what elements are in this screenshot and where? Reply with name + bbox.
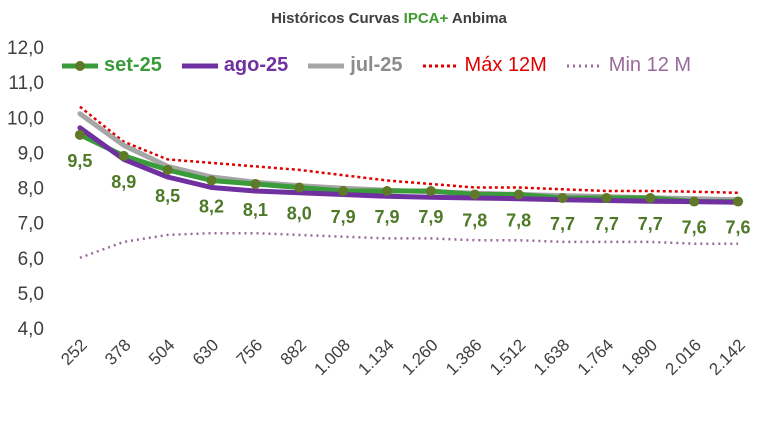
x-tick-label: 1.386 [442, 335, 486, 379]
data-label-set25: 7,7 [594, 214, 619, 234]
x-tick-label: 252 [57, 335, 90, 368]
legend-swatch-max12m [422, 64, 459, 68]
legend-item-min12m: Min 12 M [565, 54, 691, 77]
legend-item-ago25: ago-25 [180, 54, 288, 77]
data-point-set25 [513, 189, 524, 200]
data-point-set25 [469, 189, 480, 200]
legend-label-min12m: Min 12 M [608, 53, 692, 76]
data-label-set25: 7,6 [682, 218, 707, 238]
data-label-set25: 9,5 [67, 151, 92, 171]
y-tick-label: 11,0 [8, 73, 44, 94]
data-label-set25: 8,2 [199, 196, 224, 216]
x-tick-label: 882 [277, 335, 310, 368]
x-tick-label: 1.260 [398, 335, 442, 379]
legend-label-set25: set-25 [104, 53, 162, 76]
data-label-set25: 8,0 [287, 204, 312, 224]
x-tick-label: 1.134 [354, 335, 398, 379]
series-line-min12m [79, 231, 739, 259]
data-point-set25 [74, 129, 85, 140]
legend-swatch-min12m [566, 64, 603, 68]
legend-item-set25: set-25 [60, 54, 162, 77]
y-tick-label: 5,0 [18, 284, 44, 305]
x-tick-label: 2.142 [705, 335, 749, 379]
data-point-set25 [645, 193, 656, 204]
data-label-set25: 7,6 [726, 218, 751, 238]
x-tick-label: 1.890 [618, 335, 662, 379]
data-label-set25: 8,9 [111, 172, 136, 192]
legend-item-max12m: Máx 12M [421, 54, 547, 77]
x-tick-label: 1.638 [530, 335, 574, 379]
legend-label-max12m: Máx 12M [464, 53, 547, 76]
data-point-set25 [118, 150, 129, 161]
x-tick-label: 1.512 [486, 335, 530, 379]
data-point-set25 [601, 193, 612, 204]
legend-swatch-ago25 [181, 63, 218, 69]
legend-label-jul25: jul-25 [350, 53, 403, 76]
chart-legend: set-25 ago-25 jul-25 Máx 12M Min 12 M [60, 52, 709, 78]
data-point-set25 [733, 196, 744, 207]
data-point-set25 [425, 186, 436, 197]
data-point-set25 [338, 186, 349, 197]
x-tick-label: 756 [233, 335, 266, 368]
x-tick-label: 378 [101, 335, 134, 368]
data-point-set25 [206, 175, 217, 186]
data-label-set25: 7,8 [462, 211, 487, 231]
legend-item-jul25: jul-25 [306, 53, 403, 77]
legend-label-ago25: ago-25 [223, 53, 289, 76]
series-line-set25 [77, 132, 741, 205]
data-label-set25: 7,9 [331, 207, 356, 227]
chart-title: Históricos Curvas IPCA+ Anbima [271, 10, 507, 27]
data-point-set25 [689, 196, 700, 207]
x-tick-label: 2.016 [661, 335, 705, 379]
y-tick-label: 4,0 [18, 319, 44, 340]
data-point-set25 [382, 186, 393, 197]
series-line-max12m [79, 105, 739, 195]
data-label-set25: 7,7 [550, 214, 575, 234]
data-label-set25: 7,7 [638, 214, 663, 234]
data-point-set25 [294, 182, 305, 193]
data-label-set25: 7,9 [375, 207, 400, 227]
data-point-set25 [162, 164, 173, 175]
data-label-set25: 7,8 [506, 211, 531, 231]
data-label-set25: 8,5 [155, 186, 180, 206]
x-tick-label: 1.008 [310, 335, 354, 379]
data-point-set25 [250, 178, 261, 189]
x-tick-label: 630 [189, 335, 222, 368]
y-tick-label: 12,0 [7, 38, 44, 59]
y-tick-label: 7,0 [18, 214, 44, 235]
y-tick-label: 9,0 [18, 143, 44, 164]
series-line-ago25 [77, 125, 741, 205]
x-tick-label: 504 [145, 335, 178, 368]
y-tick-label: 6,0 [18, 249, 44, 270]
y-tick-label: 10,0 [7, 108, 44, 129]
legend-swatch-set25 [62, 61, 98, 71]
x-tick-label: 1.764 [574, 335, 618, 379]
legend-swatch-jul25 [308, 63, 345, 69]
data-label-set25: 8,1 [243, 200, 268, 220]
y-tick-label: 8,0 [18, 179, 44, 200]
data-label-set25: 7,9 [418, 207, 443, 227]
data-point-set25 [557, 193, 568, 204]
